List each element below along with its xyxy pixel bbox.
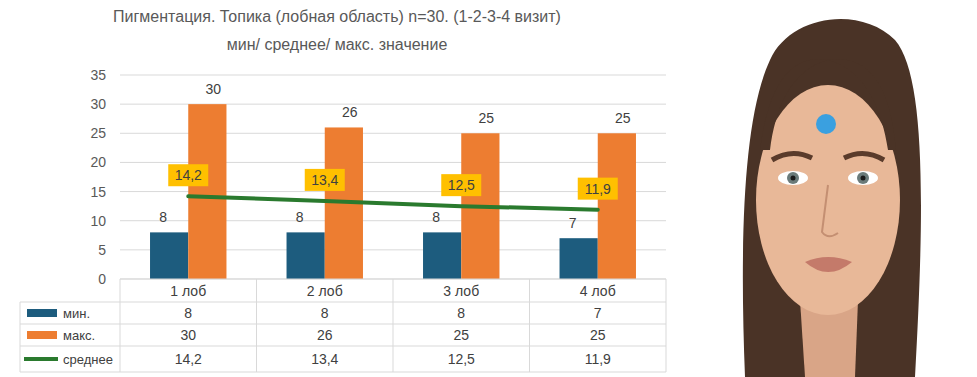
hair — [743, 19, 921, 377]
data-label: 11,9 — [585, 181, 611, 197]
y-tick-label: 15 — [90, 184, 106, 200]
table-line — [20, 302, 21, 372]
x-tick-label: 1 лоб — [170, 283, 206, 299]
hair-strand — [760, 59, 828, 150]
bar — [598, 133, 636, 279]
data-label: 25 — [479, 110, 495, 126]
legend-label: макс. — [63, 328, 95, 343]
y-tick-label: 30 — [90, 96, 106, 112]
y-tick-label: 25 — [90, 125, 106, 141]
data-label-box — [578, 178, 618, 200]
x-tick-label: 3 лоб — [443, 283, 479, 299]
chart-svg: Пигментация. Топика (лобная область) n=3… — [0, 0, 977, 377]
table-cell: 11,9 — [585, 351, 611, 367]
data-table: 1 лоб 2 лоб 3 лоб 4 лоб мин. 8 8 8 7 макс. 30 26 25 2… — [20, 279, 666, 372]
legend-label: среднее — [63, 352, 113, 367]
table-cell: 25 — [453, 327, 469, 343]
data-label-box — [441, 174, 481, 196]
hair-strand — [828, 59, 896, 150]
table-cell: 26 — [317, 327, 333, 343]
title: Пигментация. Топика (лобная область) n=3… — [113, 8, 561, 25]
table-cell: 25 — [590, 327, 606, 343]
forehead-marker — [816, 114, 836, 134]
data-label: 25 — [615, 110, 631, 126]
data-label: 8 — [159, 209, 167, 225]
table-line — [20, 346, 666, 347]
eye — [848, 171, 878, 185]
table-line — [256, 279, 257, 372]
data-label-box — [168, 164, 208, 186]
data-label: 12,5 — [448, 177, 475, 193]
subtitle: мин/ среднее/ макс. значение — [227, 36, 448, 53]
eye — [778, 171, 808, 185]
table-line — [20, 372, 666, 373]
table-cell: 8 — [321, 305, 329, 321]
lips — [805, 257, 852, 272]
x-tick-label: 2 лоб — [307, 283, 343, 299]
legend-key — [27, 309, 57, 317]
legend-label: мин. — [63, 306, 90, 321]
y-tick-label: 20 — [90, 154, 106, 170]
table-cell: 14,2 — [175, 351, 202, 367]
table-cell: 30 — [180, 327, 196, 343]
data-label: 13,4 — [311, 172, 338, 188]
table-line — [120, 279, 121, 372]
data-label: 30 — [206, 81, 222, 97]
iris — [857, 172, 869, 184]
pupil — [861, 176, 866, 181]
data-label: 14,2 — [175, 167, 202, 183]
skin — [756, 85, 900, 315]
grid-line — [120, 75, 666, 76]
y-tick-label: 0 — [98, 271, 106, 287]
iris — [787, 172, 799, 184]
brow — [844, 153, 884, 160]
y-tick-label: 10 — [90, 213, 106, 229]
chart-root: Пигментация. Топика (лобная область) n=3… — [0, 0, 977, 377]
brow — [772, 153, 812, 160]
data-label: 8 — [432, 209, 440, 225]
mean-line — [188, 196, 598, 209]
data-label-box — [305, 169, 345, 191]
data-label: 7 — [569, 215, 577, 231]
table-line — [20, 302, 666, 303]
face-illustration — [743, 19, 921, 377]
y-axis-line — [120, 75, 121, 279]
pupil — [791, 176, 796, 181]
table-line — [393, 279, 394, 372]
bar — [287, 232, 325, 279]
table-cell: 8 — [184, 305, 192, 321]
table-line — [666, 279, 667, 372]
nose — [822, 185, 838, 236]
bar — [560, 238, 598, 279]
x-tick-label: 4 лоб — [580, 283, 616, 299]
table-cell: 12,5 — [448, 351, 475, 367]
table-cell: 13,4 — [311, 351, 338, 367]
plot-area — [150, 104, 636, 279]
table-line — [529, 279, 530, 372]
legend-key — [24, 357, 58, 361]
table-cell: 8 — [457, 305, 465, 321]
bar — [423, 232, 461, 279]
table-cell: 7 — [594, 305, 602, 321]
legend-key — [27, 331, 57, 339]
data-labels: 8 8 8 7 30 26 25 25 14,2 13,4 12,5 11,9 — [159, 81, 631, 231]
table-line — [20, 324, 666, 325]
data-label: 26 — [342, 104, 358, 120]
data-label: 8 — [296, 209, 304, 225]
y-tick-label: 35 — [90, 67, 106, 83]
bar — [188, 104, 226, 279]
bar — [150, 232, 188, 279]
y-tick-label: 5 — [98, 242, 106, 258]
